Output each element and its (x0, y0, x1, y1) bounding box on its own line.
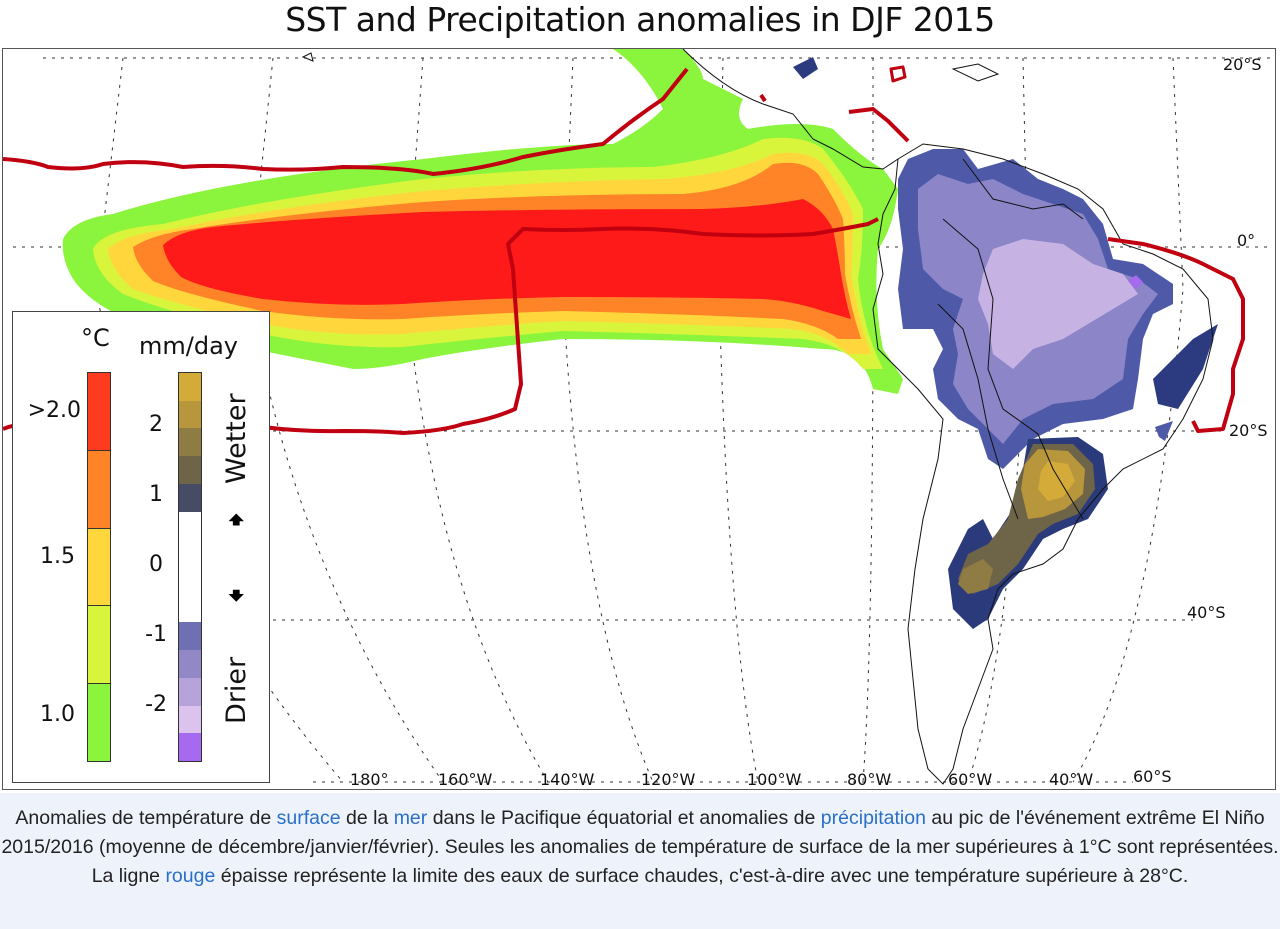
coastline-south-america (872, 143, 1214, 785)
lon-label-60w: 60°W (948, 770, 993, 789)
precip-unit-label: mm/day (139, 332, 238, 360)
precip-swatch-10 (179, 733, 201, 762)
caption-link-surface[interactable]: surface (276, 807, 341, 829)
precip-tick-0: 0 (149, 552, 163, 577)
lon-label-180: 180° (350, 770, 389, 789)
lat-label-top: 20°S (1223, 55, 1262, 74)
sst-colorbar (87, 372, 111, 762)
precip-drier-inner (978, 239, 1138, 369)
sst-tick-1-5: 1.5 (40, 544, 75, 569)
sst-level-2-0 (163, 199, 851, 319)
map-frame: 20°S 0° 20°S 40°S 60°S 180° 160°W 140°W … (2, 48, 1276, 790)
figure-caption: Anomalies de température de surface de l… (0, 804, 1280, 891)
arrow-down-icon: 🠻 (227, 579, 246, 614)
caption-text: épaisse représente la limite des eaux de… (215, 865, 1189, 887)
island-hawaii (301, 52, 314, 62)
warm-pool-line-north (3, 67, 689, 176)
caption-link-rouge[interactable]: rouge (165, 865, 216, 887)
sst-swatch-2 (88, 528, 110, 607)
lat-label-60s: 60°S (1133, 767, 1172, 786)
warm-pool-line-atlantic (1107, 237, 1245, 433)
meridian-100w (718, 57, 759, 783)
caption-text: Anomalies de température de (15, 807, 277, 829)
legend: °C mm/day >2.0 1.5 1.0 2 1 0 -1 -2 Wette… (12, 311, 270, 783)
meridian-180 (95, 57, 344, 783)
meridian-80w (862, 58, 874, 783)
island-caribbean (951, 63, 1000, 82)
coastline-central-america (682, 49, 899, 170)
caption-text: dans le Pacifique équatorial et anomalie… (427, 807, 821, 829)
precip-swatch-3 (179, 456, 201, 484)
precip-swatch-5 (179, 511, 201, 623)
lon-label-80w: 80°W (847, 770, 892, 789)
figure: SST and Precipitation anomalies in DJF 2… (0, 0, 1280, 793)
precip-anomaly-field (793, 57, 1218, 469)
lon-label-120w: 120°W (641, 770, 696, 789)
lon-label-160w: 160°W (438, 770, 493, 789)
precip-wetter-patagonia-core (958, 559, 993, 594)
precip-drier-patch-ne-brazil (1153, 324, 1218, 409)
precip-swatch-9 (179, 705, 201, 734)
lat-label-40s: 40°S (1187, 603, 1226, 622)
precip-swatch-1 (179, 400, 201, 429)
drier-label: Drier (221, 656, 252, 724)
warm-pool-dot (759, 93, 767, 103)
precip-swatch-6 (179, 622, 201, 651)
map-title: SST and Precipitation anomalies in DJF 2… (285, 0, 995, 39)
precip-swatch-8 (179, 677, 201, 706)
sst-swatch-0 (88, 373, 110, 451)
coastlines (301, 49, 1214, 785)
precip-swatch-2 (179, 428, 201, 457)
sst-anomaly-field (62, 49, 903, 394)
precip-drier-patch-central-america (793, 57, 818, 79)
wetter-label: Wetter (221, 393, 252, 484)
meridian-120w (562, 57, 654, 783)
warm-pool-ring (889, 65, 907, 83)
caption-text: de la (340, 807, 394, 829)
precip-swatch-0 (179, 373, 201, 401)
sst-tick-1-0: 1.0 (40, 702, 75, 727)
precip-drier-extreme (1128, 275, 1143, 289)
border-north (962, 158, 1084, 220)
lon-label-40w: 40°W (1049, 770, 1094, 789)
warm-pool-line-caribbean (848, 107, 910, 143)
sst-swatch-4 (88, 684, 110, 761)
sst-swatch-1 (88, 450, 110, 529)
border-brazil (942, 218, 1084, 520)
caption-text: au pic de l'événement extrême El Niño 20… (1, 807, 1279, 887)
sst-unit-label: °C (81, 324, 110, 352)
precip-tick-1: 1 (149, 482, 163, 507)
precip-swatch-7 (179, 650, 201, 678)
precip-tick-minus-2: -2 (145, 692, 167, 717)
precip-swatch-4 (179, 483, 201, 512)
precip-tick-minus-1: -1 (145, 622, 167, 647)
lat-label-equator: 0° (1237, 231, 1256, 250)
border-andes (937, 303, 1019, 520)
lat-label-20s: 20°S (1229, 421, 1268, 440)
arrow-up-icon: 🠹 (227, 503, 246, 538)
caption-link-mer[interactable]: mer (393, 807, 428, 829)
precip-tick-2: 2 (149, 412, 163, 437)
lon-label-100w: 100°W (747, 770, 802, 789)
precip-colorbar (178, 372, 202, 762)
precip-wetter-field (948, 437, 1108, 629)
sst-tick-2-0: >2.0 (27, 398, 81, 423)
precip-drier-patch-se (1155, 421, 1173, 441)
lon-label-140w: 140°W (540, 770, 595, 789)
caption-link-precipitation[interactable]: précipitation (820, 807, 926, 829)
map-canvas (3, 49, 1273, 785)
sst-swatch-3 (88, 606, 110, 685)
